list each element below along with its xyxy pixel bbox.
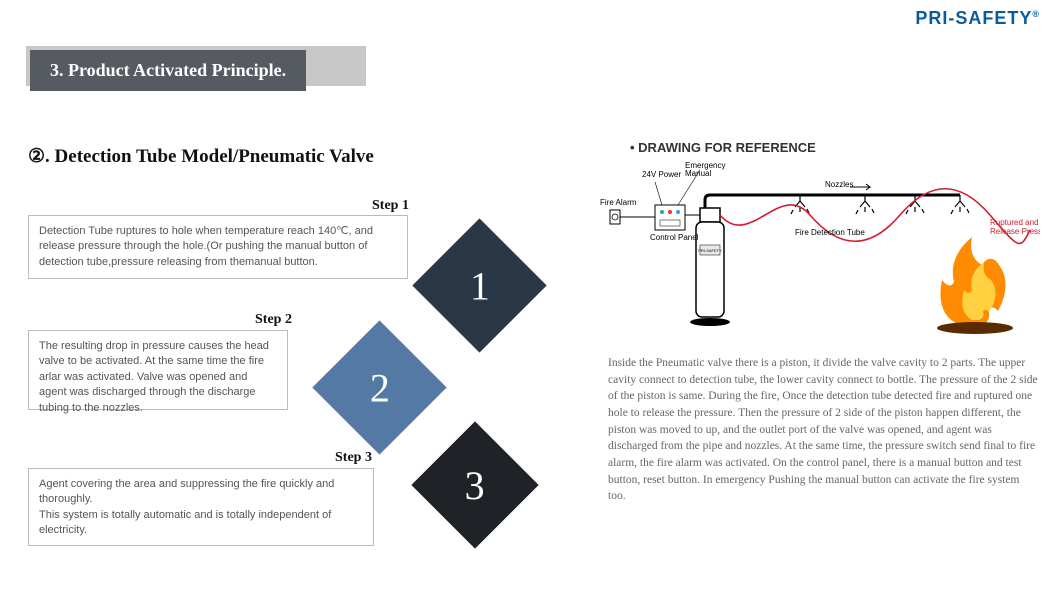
label-rupture: Ruptured andRelease Pressure (990, 218, 1040, 236)
diamond-2-num: 2 (370, 364, 390, 411)
step3-label: Step 3 (335, 450, 372, 466)
section-title: 3. Product Activated Principle. (50, 60, 286, 80)
subtitle: ②. Detection Tube Model/Pneumatic Valve (28, 145, 374, 168)
diamond-1-num: 1 (470, 262, 490, 309)
diamond-2: 2 (312, 320, 446, 454)
nozzle-icon (791, 195, 969, 214)
diamond-3-num: 3 (465, 462, 485, 509)
section-title-bar: 3. Product Activated Principle. (30, 50, 306, 91)
label-fire-alarm: Fire Alarm (600, 198, 637, 207)
flame-icon (937, 237, 1013, 334)
step2-label: Step 2 (255, 312, 292, 328)
step3-box: Agent covering the area and suppressing … (28, 468, 374, 546)
reference-diagram: PRI-SAFETY 24V Power EmergencyManual Noz… (600, 160, 1040, 340)
tank-label: PRI-SAFETY (698, 248, 722, 253)
label-24v: 24V Power (642, 170, 681, 179)
label-nozzles: Nozzles (825, 180, 853, 189)
diamond-1: 1 (412, 218, 546, 352)
step2-box: The resulting drop in pressure causes th… (28, 330, 288, 410)
label-cpanel: Control Panel (650, 233, 699, 242)
diamond-3: 3 (411, 421, 538, 548)
step1-label: Step 1 (372, 198, 409, 214)
brand-logo: PRI-SAFETY (915, 8, 1040, 29)
label-emanual: EmergencyManual (685, 161, 725, 178)
label-fdt: Fire Detection Tube (795, 228, 865, 237)
explanation-paragraph: Inside the Pneumatic valve there is a pi… (608, 355, 1038, 505)
detection-tube (720, 189, 1030, 244)
step1-box: Detection Tube ruptures to hole when tem… (28, 215, 408, 279)
drawing-title: DRAWING FOR REFERENCE (630, 140, 816, 155)
